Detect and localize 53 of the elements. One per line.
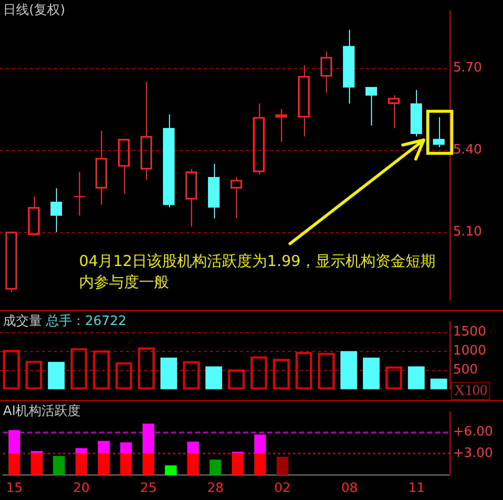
bar <box>340 351 358 390</box>
bar <box>53 456 65 475</box>
x-tick-label: 20 <box>73 481 90 496</box>
x-tick-label: 28 <box>207 481 224 496</box>
bar <box>210 460 222 475</box>
y-tick-label: +3.00 <box>453 446 493 461</box>
x-tick-label: 15 <box>6 481 23 496</box>
bar <box>254 453 266 475</box>
candlestick <box>410 89 422 137</box>
bar <box>276 456 288 475</box>
bar <box>98 440 110 454</box>
candlestick <box>208 163 220 219</box>
candlestick <box>162 114 175 208</box>
bar <box>98 453 110 475</box>
bar <box>160 358 178 390</box>
bar <box>164 465 177 475</box>
chart-subtitle: 总手：26722 <box>46 314 126 329</box>
annotation: 04月12日该股机构活跃度为1.99，显示机构资金短期内参与度一般 <box>79 251 437 293</box>
bar <box>142 453 154 475</box>
bar <box>205 366 222 390</box>
y-tick-label: 500 <box>453 362 478 378</box>
bar <box>232 453 244 475</box>
bar <box>120 442 132 454</box>
y-tick-label: 1000 <box>453 343 486 358</box>
y-axis-title: X100 <box>451 382 490 400</box>
x-tick-label: 25 <box>140 481 157 496</box>
x-tick-label: 02 <box>274 481 291 496</box>
y-tick-label: 5.40 <box>453 142 482 158</box>
bar <box>254 434 266 454</box>
bar <box>187 442 199 454</box>
bar <box>75 453 88 475</box>
bar <box>142 424 154 454</box>
chart-title: 成交量 <box>3 314 42 329</box>
x-tick-label: 08 <box>341 481 358 496</box>
candlestick <box>432 116 445 148</box>
bar <box>8 453 20 475</box>
y-tick-label: 1500 <box>453 324 486 340</box>
bar <box>120 453 132 475</box>
bar <box>30 453 42 475</box>
bar <box>187 453 199 475</box>
chart-title: 日线(复权) <box>3 3 66 18</box>
bar <box>8 430 20 454</box>
bar <box>362 358 380 390</box>
bar <box>48 362 65 390</box>
candlestick <box>74 171 86 216</box>
y-tick-label: 5.70 <box>453 60 482 76</box>
y-tick-label: 5.10 <box>453 224 482 240</box>
chart-title: AI机构活跃度 <box>3 404 81 419</box>
y-tick-label: +6.00 <box>453 424 493 440</box>
x-tick-label: 11 <box>408 481 425 496</box>
bar <box>408 366 425 390</box>
bar <box>430 378 448 390</box>
candlestick <box>342 29 355 104</box>
